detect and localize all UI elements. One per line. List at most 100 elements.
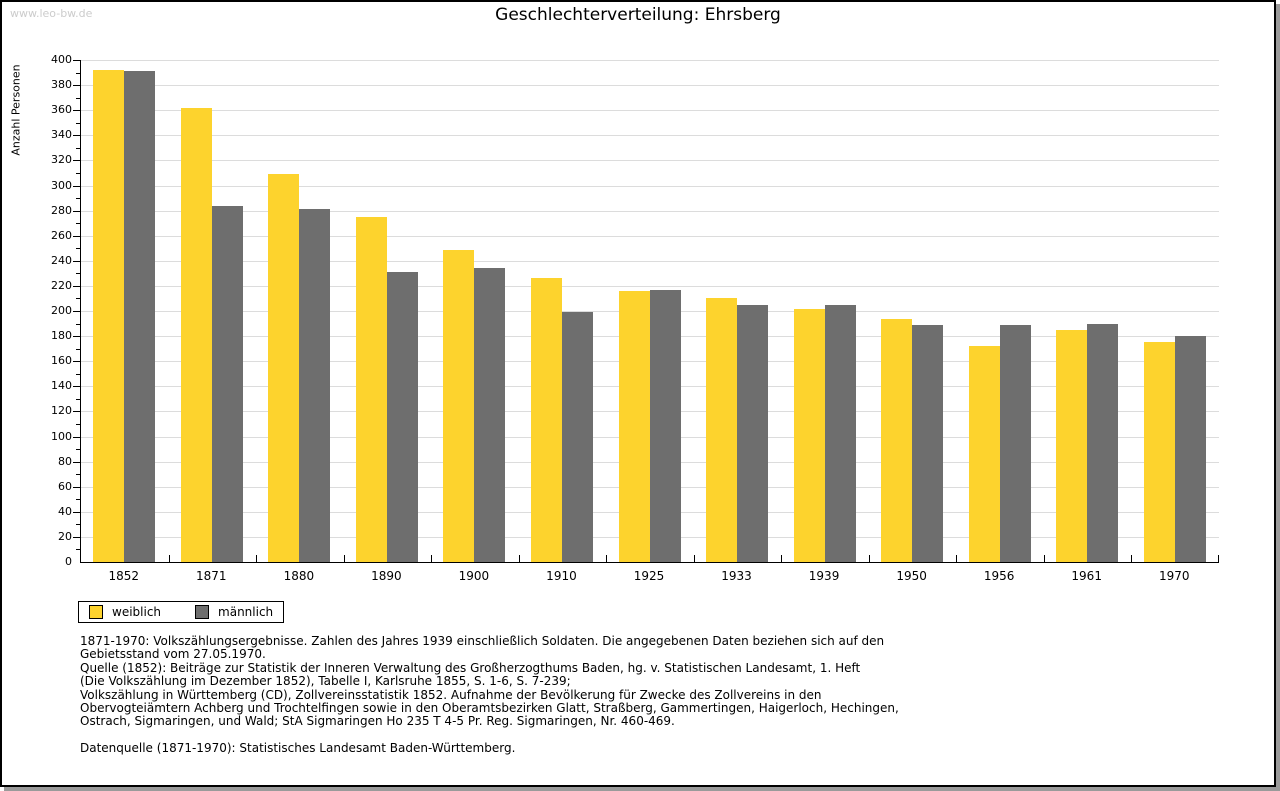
y-axis-minor-tick [76,549,80,551]
y-axis-tick-label: 360 [51,103,72,117]
legend: weiblich männlich [78,601,285,623]
bar-weiblich-1933 [706,298,738,562]
legend-item-männlich: männlich [195,605,273,619]
y-axis-minor-tick [76,474,80,476]
x-axis-tick [1131,555,1133,562]
bar-männlich-1925 [649,289,681,562]
y-axis-minor-tick [76,147,80,149]
x-axis-tick [1218,555,1219,562]
gridline [81,210,1219,212]
y-axis-minor-tick [76,499,80,501]
x-axis-tick [868,555,870,562]
bar-männlich-1939 [824,304,856,562]
y-axis-minor-tick [76,298,80,300]
x-axis-tick [343,555,345,562]
footnote-line: 1871-1970: Volkszählungsergebnisse. Zahl… [80,634,885,648]
y-axis-tick-label: 60 [58,479,72,493]
y-axis-minor-tick [76,398,80,400]
x-axis-tick [431,555,433,562]
footnote-line: (Die Volkszählung im Dezember 1852), Tab… [80,674,571,689]
x-axis-tick-label: 1950 [896,569,927,583]
y-axis-tick-label: 100 [51,429,72,443]
x-axis-tick-label: 1852 [108,569,140,583]
legend-item-weiblich: weiblich [89,605,161,619]
y-axis-major-tick [73,160,80,162]
x-axis-tick [168,555,170,562]
x-axis-tick-label: 1880 [283,569,315,583]
datasource-line: Datenquelle (1871-1970): Statistisches L… [80,740,516,755]
x-axis-tick-label: 1933 [721,569,752,583]
footnote-line: Quelle (1852): Beiträge zur Statistik de… [80,660,861,675]
y-axis-major-tick [73,210,80,212]
y-axis-tick-label: 200 [51,304,72,317]
legend-label-weiblich: weiblich [112,605,162,619]
legend-label-männlich: männlich [218,605,274,619]
bar-männlich-1933 [737,304,769,562]
gridline [81,160,1219,162]
y-axis-major-tick [73,461,80,463]
gridline [81,110,1219,112]
x-axis-tick-label: 1961 [1071,569,1102,583]
y-axis-tick-label: 380 [51,78,72,92]
y-axis-tick-label: 120 [51,404,72,418]
bar-weiblich-1939 [793,308,825,562]
x-axis-tick-label: 1970 [1158,569,1190,583]
y-axis-major-tick [73,511,80,513]
legend-swatch-männlich [195,605,210,619]
y-axis-major-tick [73,386,80,388]
footnotes: 1871-1970: Volkszählungsergebnisse. Zahl… [80,634,899,755]
y-axis-minor-tick [76,524,80,526]
bar-weiblich-1956 [968,346,1000,562]
footnote-line: Ostrach, Sigmaringen, und Wald; StA Sigm… [80,714,675,729]
y-axis-minor-tick [76,72,80,74]
y-axis-minor-tick [76,423,80,425]
y-axis-minor-tick [76,122,80,124]
bar-männlich-1871 [211,205,243,562]
x-axis-tick-label: 1939 [808,569,840,583]
gridline [81,185,1219,187]
gridline [81,85,1219,87]
footnote-line: Obervogteiämtern Achberg und Trochtelfin… [80,701,899,716]
y-axis-minor-tick [76,172,80,174]
y-axis-minor-tick [76,97,80,99]
y-axis-tick-label: 80 [58,454,72,468]
bar-männlich-1900 [474,268,506,562]
x-axis-tick-label: 1900 [458,569,490,583]
y-axis-minor-tick [76,323,80,325]
bar-weiblich-1961 [1056,329,1088,562]
gridline [81,260,1219,262]
bar-weiblich-1890 [355,216,387,562]
y-axis-tick-label: 220 [51,278,72,292]
y-axis-major-tick [73,361,80,363]
y-axis-minor-tick [76,198,80,200]
bar-weiblich-1950 [881,318,913,562]
gridline [81,60,1219,61]
y-axis-tick-label: 400 [51,53,72,66]
y-axis-major-tick [73,336,80,338]
x-axis-tick [1043,555,1045,562]
footnote-line: Gebietsstand vom 27.05.1970. [80,647,266,662]
y-axis-major-tick [73,486,80,488]
bar-weiblich-1910 [531,278,563,562]
y-axis-tick-label: 280 [51,203,72,217]
x-axis-tick [518,555,520,562]
bar-weiblich-1970 [1143,342,1175,562]
bar-männlich-1852 [124,71,156,562]
y-axis-tick-label: 20 [58,529,72,543]
bar-männlich-1880 [299,209,331,562]
y-axis-major-tick [73,436,80,438]
x-axis-tick-label: 1910 [546,569,577,583]
y-axis-major-tick [73,85,80,87]
y-axis-minor-tick [76,248,80,250]
bar-weiblich-1925 [618,290,650,562]
y-axis-major-tick [73,285,80,287]
gridline [81,235,1219,237]
x-axis-tick [781,555,783,562]
y-axis-tick-label: 260 [51,228,72,242]
y-axis-tick-label: 180 [51,329,72,343]
x-axis-tick [256,555,258,562]
y-axis-minor-tick [76,373,80,375]
bar-weiblich-1900 [443,249,475,562]
y-axis-minor-tick [76,273,80,275]
